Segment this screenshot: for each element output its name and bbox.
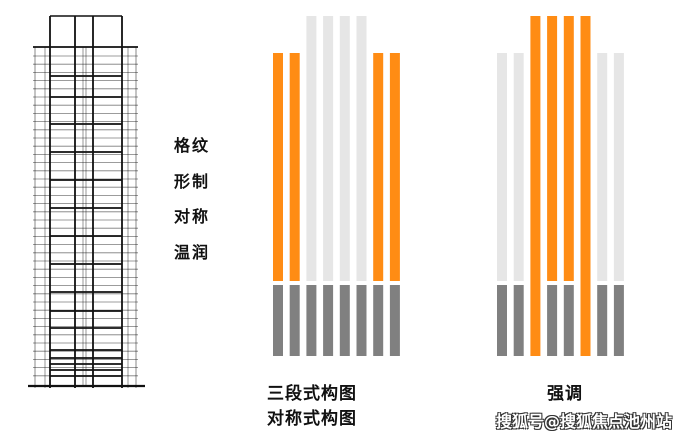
column-bar — [530, 16, 541, 356]
column-base-bar — [323, 285, 334, 356]
diagram-emphasis — [497, 16, 624, 356]
column-upper-bar — [356, 16, 367, 281]
feature-label: 温润 — [174, 243, 211, 262]
column-base-bar — [373, 285, 384, 356]
watermark: 搜狐号@搜狐焦点池州站 — [496, 412, 673, 431]
caption-left-line2: 对称式构图 — [267, 409, 357, 429]
feature-label: 格纹 — [174, 136, 211, 155]
column-base-bar — [497, 285, 507, 356]
column-upper-bar — [613, 53, 624, 281]
feature-label: 形制 — [174, 172, 211, 191]
column-upper-bar — [373, 53, 384, 281]
column-upper-bar — [513, 53, 524, 281]
column-upper-bar — [389, 53, 400, 281]
column-base-bar — [513, 285, 524, 356]
column-bar — [580, 16, 591, 356]
caption-right: 强调 — [547, 384, 583, 404]
feature-label: 对称 — [174, 207, 211, 226]
column-upper-bar — [497, 53, 507, 281]
column-upper-bar — [563, 16, 574, 281]
column-base-bar — [597, 285, 608, 356]
column-base-bar — [547, 285, 558, 356]
column-base-bar — [563, 285, 574, 356]
column-base-bar — [289, 285, 300, 356]
column-upper-bar — [273, 53, 283, 281]
column-base-bar — [306, 285, 317, 356]
diagram-three-part-symmetric — [273, 16, 400, 356]
column-upper-bar — [323, 16, 334, 281]
column-upper-bar — [289, 53, 300, 281]
column-base-bar — [613, 285, 624, 356]
caption-left: 三段式构图 对称式构图 — [267, 382, 357, 432]
column-upper-bar — [306, 16, 317, 281]
column-base-bar — [389, 285, 400, 356]
column-upper-bar — [597, 53, 608, 281]
column-base-bar — [273, 285, 283, 356]
column-base-bar — [339, 285, 350, 356]
column-upper-bar — [339, 16, 350, 281]
column-upper-bar — [547, 16, 558, 281]
caption-left-line1: 三段式构图 — [267, 384, 357, 404]
column-base-bar — [356, 285, 367, 356]
